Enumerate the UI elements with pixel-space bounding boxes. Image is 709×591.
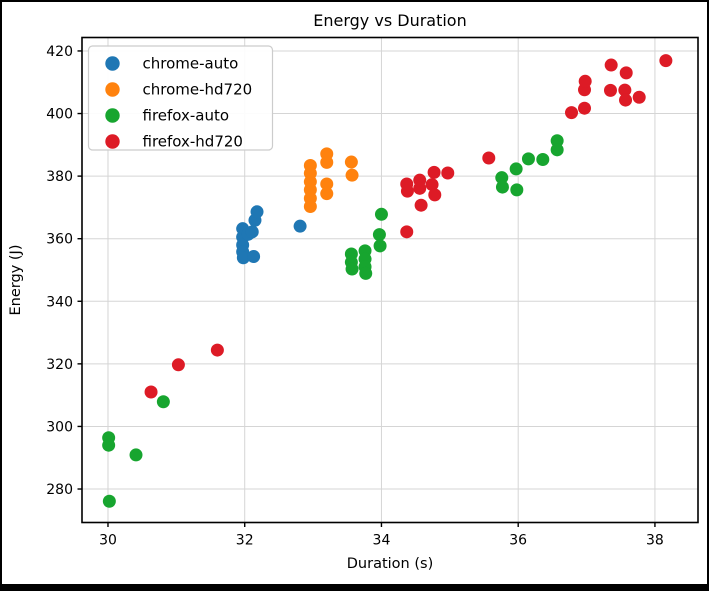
data-point-firefox-hd720 <box>414 198 428 212</box>
data-point-firefox-hd720 <box>632 90 646 104</box>
data-point-firefox-hd720 <box>619 66 633 80</box>
data-point-firefox-hd720 <box>619 93 633 107</box>
y-tick-label: 400 <box>46 107 73 123</box>
data-point-firefox-auto <box>495 171 509 185</box>
data-point-firefox-hd720 <box>171 358 185 372</box>
x-tick-label: 30 <box>99 533 117 549</box>
data-point-firefox-hd720 <box>659 54 673 68</box>
y-tick-label: 320 <box>46 357 73 373</box>
data-point-firefox-auto <box>521 152 535 166</box>
chart-title: Energy vs Duration <box>313 11 466 30</box>
data-point-firefox-hd720 <box>482 151 496 165</box>
data-point-chrome-auto <box>245 225 259 239</box>
y-tick-label: 340 <box>46 294 73 310</box>
data-point-firefox-auto <box>359 266 373 280</box>
data-point-firefox-auto <box>102 494 116 508</box>
data-point-firefox-hd720 <box>578 101 592 115</box>
data-point-firefox-auto <box>509 162 523 176</box>
data-point-chrome-hd720 <box>345 168 359 182</box>
x-tick-label: 38 <box>646 533 664 549</box>
data-point-chrome-hd720 <box>320 177 334 191</box>
data-point-chrome-hd720 <box>344 155 358 169</box>
data-point-firefox-hd720 <box>400 225 414 239</box>
x-tick-label: 36 <box>509 533 527 549</box>
legend: chrome-auto chrome-hd720 firefox-auto firef… <box>87 45 274 151</box>
legend-label-firefox-auto: firefox-auto <box>143 107 230 125</box>
legend-box <box>87 45 274 151</box>
data-point-firefox-hd720 <box>428 188 442 202</box>
axes-spines <box>81 36 699 524</box>
data-point-firefox-auto <box>536 153 550 167</box>
data-point-firefox-auto <box>156 395 170 409</box>
legend-label-chrome-auto: chrome-auto <box>143 55 239 73</box>
legend-label-chrome-hd720: chrome-hd720 <box>143 81 253 99</box>
data-point-firefox-auto <box>495 180 509 194</box>
data-point-chrome-auto <box>247 250 261 264</box>
data-point-firefox-hd720 <box>578 74 592 88</box>
data-point-firefox-hd720 <box>425 178 439 192</box>
data-point-firefox-auto <box>510 183 524 197</box>
data-point-chrome-hd720 <box>303 199 317 213</box>
data-point-firefox-hd720 <box>604 58 618 72</box>
y-tick-label: 300 <box>46 419 73 435</box>
data-point-firefox-hd720 <box>618 83 632 97</box>
data-point-firefox-hd720 <box>144 385 158 399</box>
data-point-firefox-auto <box>550 143 564 157</box>
data-point-layer <box>102 54 673 508</box>
data-point-firefox-auto <box>372 228 386 242</box>
data-point-firefox-auto <box>345 262 359 276</box>
data-point-firefox-auto <box>129 448 143 462</box>
x-tick-label: 34 <box>373 533 391 549</box>
data-point-firefox-auto <box>550 134 564 148</box>
legend-marker-firefox-hd720 <box>105 134 120 149</box>
data-point-firefox-hd720 <box>400 184 414 198</box>
data-point-chrome-auto <box>236 251 250 265</box>
scatter-plot: 30 32 34 36 38 280 300 320 340 360 380 400 420 chrom… <box>8 11 699 572</box>
legend-marker-chrome-auto <box>105 56 120 71</box>
data-point-firefox-hd720 <box>603 83 617 97</box>
data-point-firefox-auto <box>102 438 116 452</box>
y-tick-label: 280 <box>46 482 73 498</box>
y-tick-label: 360 <box>46 232 73 248</box>
data-point-chrome-hd720 <box>320 155 334 169</box>
data-point-firefox-hd720 <box>210 343 224 357</box>
data-point-firefox-auto <box>373 239 387 253</box>
y-axis-label: Energy (J) <box>8 245 24 316</box>
legend-label-firefox-hd720: firefox-hd720 <box>143 133 243 151</box>
plot-border <box>81 36 699 524</box>
y-tick-label: 420 <box>46 44 73 60</box>
x-tick-label: 32 <box>236 533 254 549</box>
tick-layer: 30 32 34 36 38 280 300 320 340 360 380 400 420 <box>46 44 664 549</box>
data-point-firefox-auto <box>374 207 388 221</box>
data-point-chrome-auto <box>250 205 264 219</box>
x-axis-label: Duration (s) <box>347 556 433 572</box>
data-point-firefox-hd720 <box>427 165 441 179</box>
data-point-chrome-auto <box>293 219 307 233</box>
data-point-firefox-hd720 <box>441 166 455 180</box>
legend-marker-firefox-auto <box>105 108 120 123</box>
data-point-chrome-hd720 <box>320 187 334 201</box>
legend-marker-chrome-hd720 <box>105 82 120 97</box>
data-point-firefox-hd720 <box>413 181 427 195</box>
data-point-firefox-hd720 <box>565 106 579 120</box>
y-tick-label: 380 <box>46 169 73 185</box>
